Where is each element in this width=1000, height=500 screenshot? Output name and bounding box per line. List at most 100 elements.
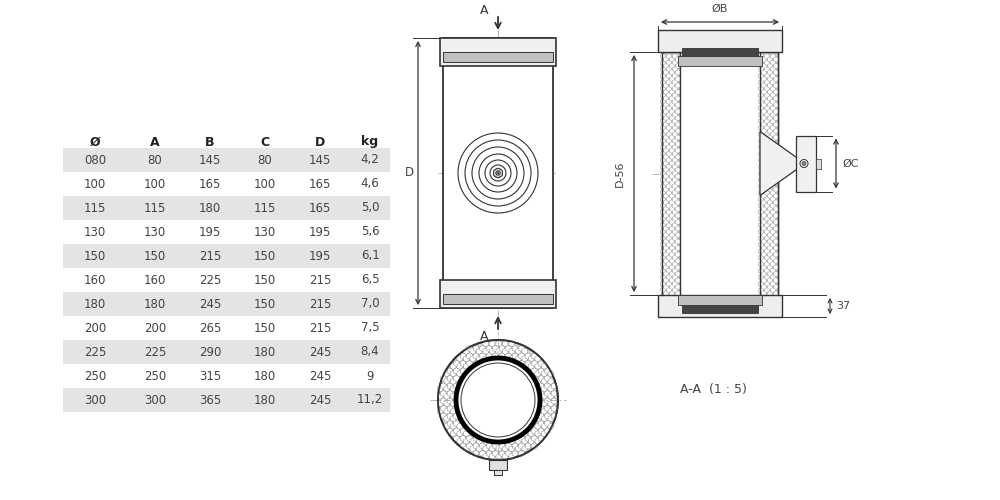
Text: 225: 225 xyxy=(199,274,221,286)
Polygon shape xyxy=(664,200,668,205)
Polygon shape xyxy=(762,258,766,264)
Polygon shape xyxy=(774,284,778,290)
Text: A: A xyxy=(480,4,488,16)
Circle shape xyxy=(802,162,806,166)
Polygon shape xyxy=(762,70,766,75)
Polygon shape xyxy=(454,413,459,419)
Polygon shape xyxy=(661,151,665,156)
Polygon shape xyxy=(502,340,508,347)
Polygon shape xyxy=(762,174,766,180)
Polygon shape xyxy=(759,255,763,260)
Polygon shape xyxy=(771,222,775,228)
Polygon shape xyxy=(664,160,668,166)
Polygon shape xyxy=(460,443,466,449)
Polygon shape xyxy=(670,193,674,199)
Polygon shape xyxy=(762,128,766,134)
Polygon shape xyxy=(473,450,479,456)
Polygon shape xyxy=(673,222,677,228)
Polygon shape xyxy=(676,148,680,154)
Polygon shape xyxy=(664,115,668,121)
Text: 5,0: 5,0 xyxy=(361,202,379,214)
Text: 37: 37 xyxy=(836,301,850,311)
Polygon shape xyxy=(670,96,674,102)
Polygon shape xyxy=(541,386,547,392)
Polygon shape xyxy=(661,281,665,286)
Text: ØA: ØA xyxy=(712,44,728,54)
Polygon shape xyxy=(667,125,671,130)
Text: 150: 150 xyxy=(254,322,276,334)
Polygon shape xyxy=(670,174,674,180)
Polygon shape xyxy=(676,278,680,283)
Polygon shape xyxy=(762,63,766,69)
Bar xyxy=(796,136,816,192)
Polygon shape xyxy=(768,141,772,147)
Polygon shape xyxy=(661,184,665,189)
Polygon shape xyxy=(670,134,674,140)
Polygon shape xyxy=(460,360,466,366)
Polygon shape xyxy=(768,200,772,205)
Polygon shape xyxy=(661,86,665,92)
Polygon shape xyxy=(667,274,671,280)
Polygon shape xyxy=(673,144,677,150)
Text: 165: 165 xyxy=(309,202,331,214)
Polygon shape xyxy=(765,164,769,170)
Polygon shape xyxy=(541,408,547,414)
Polygon shape xyxy=(664,219,668,225)
Polygon shape xyxy=(454,383,459,389)
Polygon shape xyxy=(463,356,469,362)
Polygon shape xyxy=(486,443,492,449)
Polygon shape xyxy=(670,284,674,290)
Polygon shape xyxy=(454,420,459,426)
Polygon shape xyxy=(661,216,665,222)
Polygon shape xyxy=(670,290,674,296)
Polygon shape xyxy=(673,54,677,59)
Text: 9: 9 xyxy=(366,370,374,382)
Polygon shape xyxy=(759,138,763,143)
Polygon shape xyxy=(667,190,671,196)
Text: 195: 195 xyxy=(309,226,331,238)
Polygon shape xyxy=(759,216,763,222)
Text: 100: 100 xyxy=(144,178,166,190)
Polygon shape xyxy=(765,288,769,293)
Polygon shape xyxy=(528,438,534,444)
Polygon shape xyxy=(664,63,668,69)
Polygon shape xyxy=(661,294,665,300)
Text: 300: 300 xyxy=(84,394,106,406)
Polygon shape xyxy=(509,340,515,347)
Polygon shape xyxy=(437,393,443,400)
Polygon shape xyxy=(664,212,668,218)
Bar xyxy=(443,52,553,62)
Polygon shape xyxy=(673,288,677,293)
Polygon shape xyxy=(765,60,769,66)
Polygon shape xyxy=(670,56,674,62)
Polygon shape xyxy=(454,428,459,434)
Polygon shape xyxy=(765,196,769,202)
Polygon shape xyxy=(450,393,456,400)
Polygon shape xyxy=(515,356,521,362)
Polygon shape xyxy=(664,128,668,134)
Polygon shape xyxy=(771,54,775,59)
Polygon shape xyxy=(765,177,769,182)
Text: 145: 145 xyxy=(199,154,221,166)
Polygon shape xyxy=(673,99,677,104)
Polygon shape xyxy=(664,108,668,114)
Polygon shape xyxy=(450,363,456,370)
Polygon shape xyxy=(765,138,769,143)
Polygon shape xyxy=(676,134,680,140)
Polygon shape xyxy=(771,125,775,130)
Polygon shape xyxy=(538,406,544,411)
Polygon shape xyxy=(774,232,778,238)
Text: D: D xyxy=(315,136,325,148)
Polygon shape xyxy=(762,180,766,186)
Polygon shape xyxy=(664,252,668,258)
Polygon shape xyxy=(667,203,671,208)
Polygon shape xyxy=(768,160,772,166)
Polygon shape xyxy=(676,82,680,88)
Polygon shape xyxy=(667,73,671,78)
Polygon shape xyxy=(759,236,763,241)
Text: C: C xyxy=(260,136,270,148)
Polygon shape xyxy=(535,430,541,437)
Polygon shape xyxy=(771,106,775,111)
Circle shape xyxy=(472,147,524,199)
Polygon shape xyxy=(759,158,763,163)
